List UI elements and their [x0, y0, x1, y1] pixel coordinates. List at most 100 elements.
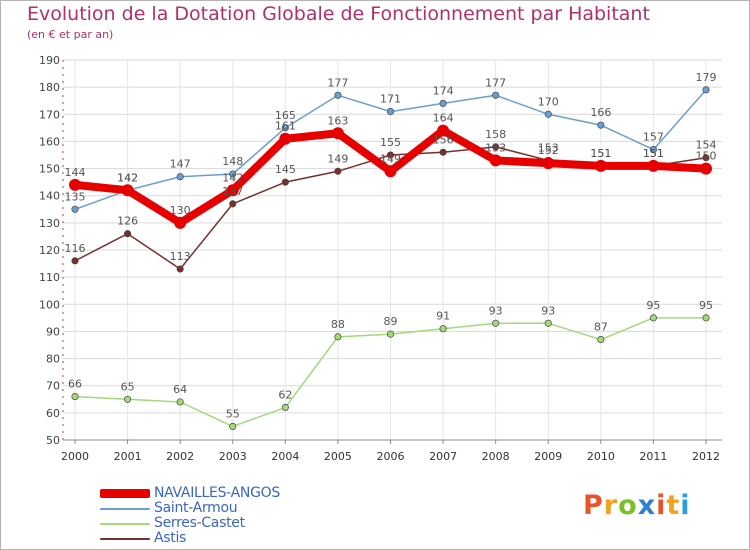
chart-subtitle: (en € et par an): [27, 28, 114, 41]
y-tick-label: 180: [39, 81, 60, 94]
data-point-navailles-angos: [69, 178, 81, 191]
data-label-navailles-angos: 163: [327, 114, 348, 127]
y-tick-label: 150: [39, 163, 60, 176]
data-label-navailles-angos: 150: [696, 150, 717, 163]
data-point-astis: [281, 178, 289, 186]
data-label-astis: 158: [485, 128, 506, 141]
data-label-astis: 154: [696, 139, 717, 152]
data-label-serres-castet: 93: [489, 304, 503, 317]
proxiti-logo: Proxiti: [583, 490, 691, 521]
data-label-astis: 151: [590, 147, 611, 160]
data-point-astis: [124, 230, 132, 238]
data-point-navailles-angos: [489, 154, 502, 167]
logo-letter: x: [637, 490, 657, 521]
x-tick-label: 2005: [324, 450, 352, 463]
data-label-saint-armou: 135: [65, 190, 86, 203]
data-point-saint-armou: [702, 86, 710, 94]
data-label-saint-armou: 171: [380, 93, 401, 106]
data-point-astis: [334, 167, 342, 175]
data-point-navailles-angos: [700, 162, 712, 175]
data-label-serres-castet: 91: [436, 310, 450, 323]
data-point-navailles-angos: [121, 184, 134, 197]
y-tick-label: 60: [46, 407, 60, 420]
x-tick-label: 2006: [377, 450, 405, 463]
data-label-serres-castet: 66: [68, 378, 82, 391]
data-point-saint-armou: [71, 205, 79, 213]
y-tick-label: 170: [39, 108, 60, 121]
data-point-saint-armou: [439, 99, 447, 107]
logo-letter: t: [666, 490, 681, 521]
x-tick-label: 2004: [271, 450, 299, 463]
data-point-serres-castet: [702, 314, 710, 322]
data-label-astis: 145: [275, 163, 296, 176]
data-label-astis: 116: [65, 242, 86, 255]
y-tick-label: 140: [39, 190, 60, 203]
logo-letter: i: [680, 490, 691, 521]
data-label-navailles-angos: 151: [590, 147, 611, 160]
y-tick-label: 50: [46, 434, 60, 447]
data-point-saint-armou: [229, 170, 237, 178]
y-tick-label: 120: [39, 244, 60, 257]
data-point-saint-armou: [597, 121, 605, 129]
data-label-saint-armou: 165: [275, 109, 296, 122]
data-label-navailles-angos: 152: [538, 144, 559, 157]
data-label-astis: 137: [222, 185, 243, 198]
x-tick-label: 2000: [61, 450, 89, 463]
data-point-saint-armou: [649, 146, 657, 154]
data-label-serres-castet: 65: [121, 380, 135, 393]
data-point-saint-armou: [334, 91, 342, 99]
data-label-astis: 149: [327, 152, 348, 165]
data-point-astis: [702, 154, 710, 162]
data-label-saint-armou: 179: [696, 71, 717, 84]
data-label-astis: 155: [380, 136, 401, 149]
data-label-serres-castet: 93: [541, 304, 555, 317]
data-label-astis: 153: [538, 141, 559, 154]
data-point-navailles-angos: [542, 157, 555, 170]
data-label-navailles-angos: 149: [380, 152, 401, 165]
data-point-astis: [176, 265, 184, 273]
data-label-saint-armou: 157: [643, 131, 664, 144]
data-point-serres-castet: [71, 393, 79, 401]
x-tick-label: 2012: [692, 450, 720, 463]
x-tick-label: 2002: [166, 450, 194, 463]
data-label-navailles-angos: 130: [170, 204, 191, 217]
data-point-serres-castet: [176, 398, 184, 406]
data-point-astis: [229, 200, 237, 208]
data-label-saint-armou: 142: [117, 171, 138, 184]
legend-swatch: [100, 538, 150, 540]
data-label-navailles-angos: 142: [117, 171, 138, 184]
data-label-astis: 126: [117, 215, 138, 228]
chart-title: Evolution de la Dotation Globale de Fonc…: [27, 3, 650, 25]
data-point-serres-castet: [229, 422, 237, 430]
data-point-navailles-angos: [384, 165, 397, 178]
data-label-saint-armou: 148: [222, 155, 243, 168]
x-tick-label: 2011: [639, 450, 667, 463]
data-label-saint-armou: 170: [538, 95, 559, 108]
legend-label: NAVAILLES-ANGOS: [154, 485, 280, 501]
data-label-saint-armou: 177: [327, 76, 348, 89]
legend-label: Serres-Castet: [154, 515, 245, 531]
data-point-navailles-angos: [331, 127, 344, 140]
y-tick-label: 100: [39, 298, 60, 311]
data-label-astis: 113: [170, 250, 191, 263]
data-point-serres-castet: [649, 314, 657, 322]
x-tick-label: 2010: [587, 450, 615, 463]
x-tick-label: 2009: [534, 450, 562, 463]
y-tick-label: 130: [39, 217, 60, 230]
data-label-serres-castet: 95: [646, 299, 660, 312]
data-point-saint-armou: [281, 124, 289, 132]
data-point-navailles-angos: [226, 184, 239, 197]
data-label-serres-castet: 64: [173, 383, 187, 396]
x-tick-label: 2008: [482, 450, 510, 463]
data-point-serres-castet: [544, 319, 552, 327]
legend-swatch: [100, 489, 150, 498]
data-point-serres-castet: [597, 336, 605, 344]
data-label-saint-armou: 174: [433, 84, 454, 97]
data-label-navailles-angos: 164: [433, 112, 454, 125]
data-label-navailles-angos: 142: [222, 171, 243, 184]
legend-label: Saint-Armou: [154, 500, 238, 516]
data-point-navailles-angos: [647, 159, 660, 172]
data-label-serres-castet: 87: [594, 321, 608, 334]
